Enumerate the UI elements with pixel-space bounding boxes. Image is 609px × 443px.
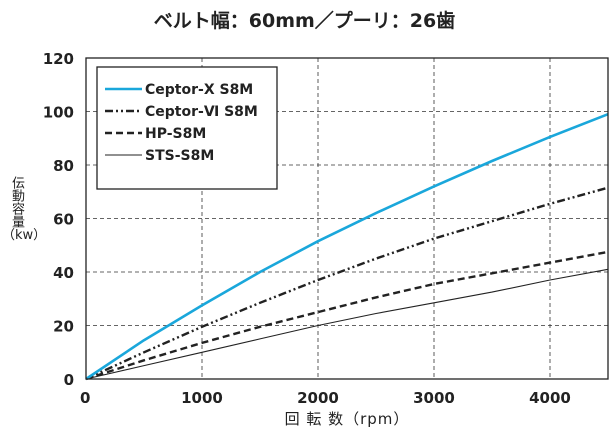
legend-label: HP-S8M [145,126,206,142]
y-tick-label: 120 [43,50,74,68]
x-tick-label: 3000 [413,389,455,407]
legend-label: Ceptor-Ⅹ S8M [145,82,253,98]
chart-title: ベルト幅：60mm／プーリ：26歯 [153,10,456,32]
y-tick-labels: 0 20 40 60 80 100 120 [43,50,74,389]
series-line-hp-s8m [85,250,609,381]
x-axis-label: 回 転 数（rpm） [284,410,410,428]
y-axis-label-text: 伝動容量 [9,176,24,228]
series-line-ceptor-ⅵ-s8m [85,186,609,381]
series-line-ceptor-ⅹ-s8m [85,112,609,381]
x-tick-labels: 0 1000 2000 3000 4000 [80,389,571,407]
legend-box [96,66,278,190]
y-tick-label: 100 [43,104,74,122]
legend-label: Ceptor-Ⅵ S8M [145,104,258,120]
y-tick-label: 60 [53,211,74,229]
y-tick-label: 0 [64,371,74,389]
x-tick-label: 4000 [529,389,571,407]
y-tick-label: 80 [53,157,74,175]
legend-label: STS-S8M [145,148,214,164]
x-tick-label: 0 [80,389,90,407]
y-tick-label: 20 [53,318,74,336]
series-line-sts-s8m [85,268,609,380]
x-tick-label: 1000 [181,389,223,407]
plot-frame [85,57,609,380]
x-tick-label: 2000 [297,389,339,407]
y-tick-label: 40 [53,264,74,282]
legend: Ceptor-Ⅹ S8M Ceptor-Ⅵ S8M HP-S8M STS-S8M [96,66,278,190]
series-lines [85,112,609,381]
